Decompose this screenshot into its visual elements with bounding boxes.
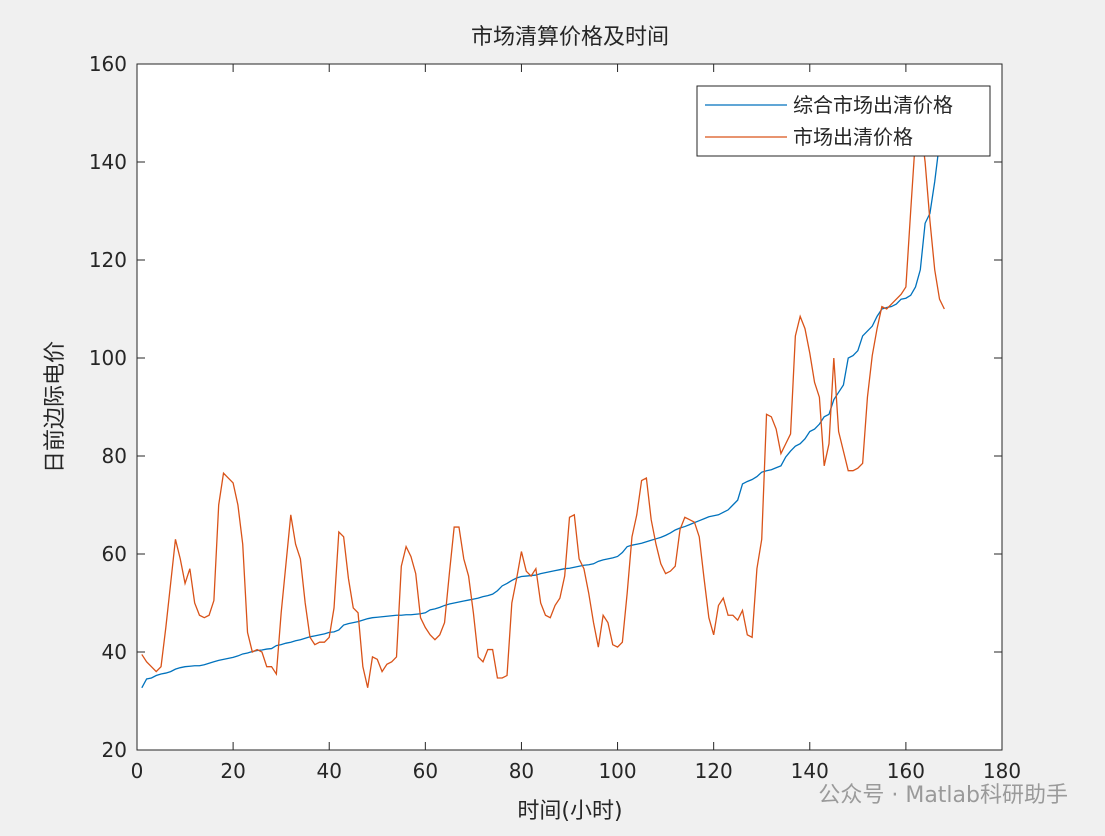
y-tick-label: 40 [102, 640, 127, 664]
plot-area [137, 64, 1002, 750]
y-tick-label: 140 [89, 150, 127, 174]
series-line [141, 122, 945, 688]
chart-title: 市场清算价格及时间 [471, 25, 669, 50]
y-axis-label: 日前边际电价 [43, 341, 68, 473]
legend-box [696, 85, 991, 157]
x-axis-label: 时间(小时) [517, 799, 622, 824]
series-line [141, 112, 945, 689]
x-tick-label: 20 [220, 759, 245, 783]
x-tick-label: 140 [791, 759, 829, 783]
legend-label: 市场出清价格 [793, 125, 913, 149]
x-tick-label: 40 [316, 759, 341, 783]
y-tick-label: 20 [102, 738, 127, 762]
y-tick-label: 80 [102, 444, 127, 468]
y-tick-label: 60 [102, 542, 127, 566]
watermark: 公众号 · Matlab科研助手 [818, 783, 1068, 808]
y-tick-label: 120 [89, 248, 127, 272]
legend-label: 综合市场出清价格 [793, 93, 953, 117]
y-tick-label: 160 [89, 52, 127, 76]
x-tick-label: 120 [695, 759, 733, 783]
x-tick-label: 0 [131, 759, 144, 783]
x-tick-label: 80 [509, 759, 534, 783]
axes-box [136, 63, 1003, 751]
x-tick-label: 180 [983, 759, 1021, 783]
lines [141, 112, 945, 689]
x-tick-label: 160 [887, 759, 925, 783]
y-tick-label: 100 [89, 346, 127, 370]
x-tick-label: 100 [598, 759, 636, 783]
x-tick-label: 60 [413, 759, 438, 783]
